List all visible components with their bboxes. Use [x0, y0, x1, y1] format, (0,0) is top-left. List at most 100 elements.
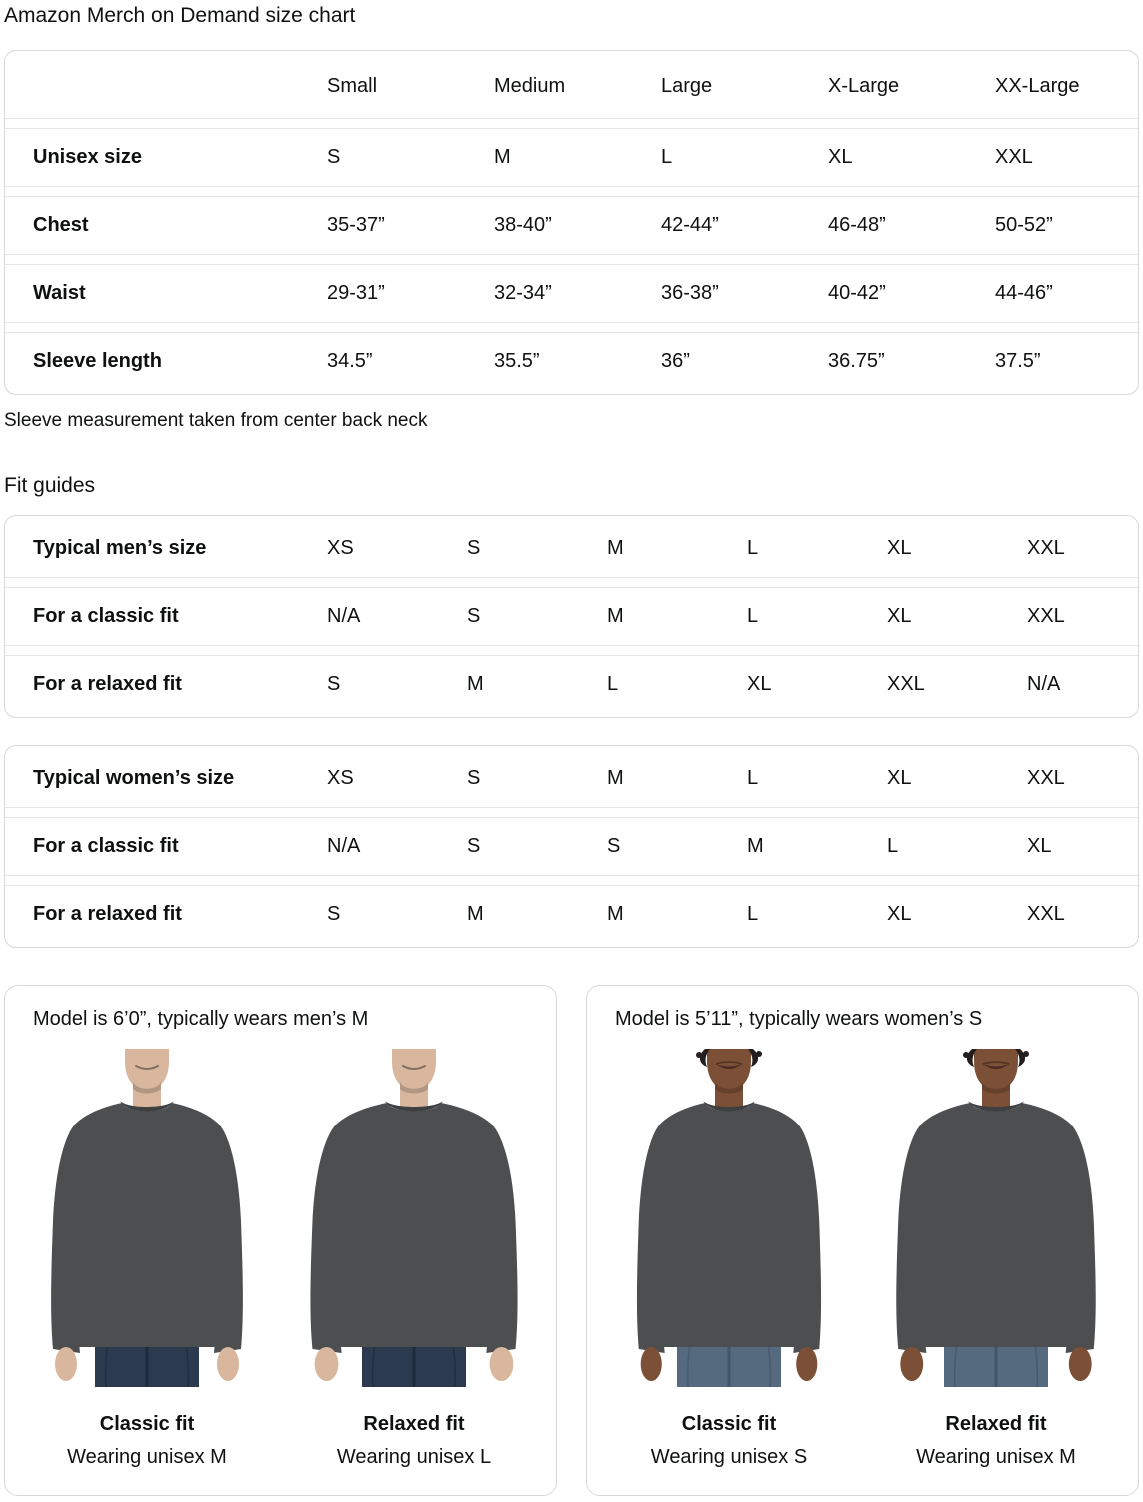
cell-value: M: [747, 835, 764, 857]
mens-fit-guide-table: Typical men’s size XS S M L XL XXL For a classi…: [4, 515, 1139, 718]
cell-value: 36”: [661, 350, 690, 372]
column-header: Medium: [494, 75, 566, 97]
model-photo-relaxed: Relaxed fit Wearing unisex M: [882, 1049, 1110, 1469]
cell-value: XL: [828, 146, 853, 168]
cell-value: XS: [327, 537, 354, 559]
cell-value: S: [327, 903, 341, 925]
model-photo-classic: Classic fit Wearing unisex M: [33, 1049, 261, 1469]
fit-label: Classic fit: [681, 1413, 777, 1435]
model-photo-image: [300, 1049, 528, 1387]
womens-model-card: Model is 5’11”, typically wears women’s …: [586, 985, 1139, 1496]
cell-value: XL: [1027, 835, 1052, 857]
model-card-title: Model is 5’11”, typically wears women’s …: [615, 1008, 983, 1030]
cell-value: L: [887, 835, 899, 857]
cell-value: S: [467, 835, 481, 857]
cell-value: 50-52”: [995, 214, 1053, 236]
cell-value: S: [327, 673, 341, 695]
model-photo-image: [615, 1049, 843, 1387]
cell-value: XXL: [1027, 605, 1065, 627]
cell-value: L: [661, 146, 673, 168]
fit-label: Relaxed fit: [945, 1413, 1047, 1435]
cell-value: XL: [887, 767, 912, 789]
cell-value: 40-42”: [828, 282, 886, 304]
row-label: Chest: [33, 214, 89, 236]
cell-value: XXL: [1027, 767, 1065, 789]
table-header-row: Small Medium Large X-Large XX-Large: [5, 55, 1138, 119]
table-row: Typical women’s size XS S M L XL XXL: [5, 750, 1138, 808]
page-title: Amazon Merch on Demand size chart: [4, 4, 356, 27]
cell-value: XS: [327, 767, 354, 789]
cell-value: N/A: [1027, 673, 1061, 695]
model-photo-relaxed: Relaxed fit Wearing unisex L: [300, 1049, 528, 1469]
cell-value: M: [494, 146, 511, 168]
cell-value: 46-48”: [828, 214, 886, 236]
cell-value: L: [747, 605, 759, 627]
photo-caption: Wearing unisex L: [336, 1446, 492, 1468]
cell-value: S: [467, 537, 481, 559]
row-label: For a relaxed fit: [33, 673, 182, 695]
row-label: Sleeve length: [33, 350, 162, 372]
cell-value: S: [467, 605, 481, 627]
cell-value: 34.5”: [327, 350, 373, 372]
cell-value: 36.75”: [828, 350, 885, 372]
column-header: Small: [327, 75, 378, 97]
cell-value: XXL: [1027, 537, 1065, 559]
cell-value: XXL: [995, 146, 1033, 168]
womens-fit-guide-table: Typical women’s size XS S M L XL XXL For a clas…: [4, 745, 1139, 948]
cell-value: XL: [887, 605, 912, 627]
table-row: Typical men’s size XS S M L XL XXL: [5, 520, 1138, 578]
fit-label: Classic fit: [99, 1413, 195, 1435]
table-row: For a relaxed fit S M M L XL XXL: [5, 885, 1138, 943]
cell-value: 32-34”: [494, 282, 552, 304]
model-photo-classic: Classic fit Wearing unisex S: [615, 1049, 843, 1469]
unisex-size-table: Small Medium Large X-Large XX-Large Unisex si…: [4, 50, 1139, 395]
mens-model-card: Model is 6’0”, typically wears men’s M C…: [4, 985, 557, 1496]
cell-value: L: [607, 673, 619, 695]
model-photos: Classic fit Wearing unisex M Relaxed fit…: [5, 1049, 556, 1469]
row-label: Waist: [33, 282, 86, 304]
cell-value: L: [747, 537, 759, 559]
fit-label: Relaxed fit: [363, 1413, 465, 1435]
cell-value: 44-46”: [995, 282, 1053, 304]
model-photos: Classic fit Wearing unisex S Relaxed fit…: [587, 1049, 1138, 1469]
cell-value: XL: [887, 903, 912, 925]
cell-value: M: [607, 605, 624, 627]
column-header: Large: [661, 75, 713, 97]
column-header: X-Large: [828, 75, 900, 97]
sleeve-measurement-note: Sleeve measurement taken from center bac…: [4, 410, 428, 431]
row-label: For a classic fit: [33, 605, 179, 627]
cell-value: 38-40”: [494, 214, 552, 236]
photo-caption: Wearing unisex M: [67, 1446, 227, 1468]
photo-caption: Wearing unisex S: [650, 1446, 808, 1468]
model-cards: Model is 6’0”, typically wears men’s M C…: [4, 985, 1139, 1496]
row-label: Typical men’s size: [33, 537, 207, 559]
cell-value: N/A: [327, 835, 361, 857]
cell-value: 37.5”: [995, 350, 1041, 372]
fit-guides-heading: Fit guides: [4, 474, 96, 497]
cell-value: 29-31”: [327, 282, 385, 304]
cell-value: M: [467, 903, 484, 925]
cell-value: S: [467, 767, 481, 789]
model-card-title: Model is 6’0”, typically wears men’s M: [33, 1008, 369, 1030]
row-label: Typical women’s size: [33, 767, 235, 789]
model-photo-image: [882, 1049, 1110, 1387]
cell-value: XXL: [887, 673, 925, 695]
cell-value: 35.5”: [494, 350, 540, 372]
cell-value: M: [607, 537, 624, 559]
row-label: For a relaxed fit: [33, 903, 182, 925]
table-row: Unisex size S M L XL XXL: [5, 128, 1138, 187]
cell-value: L: [747, 903, 759, 925]
table-row: Sleeve length 34.5” 35.5” 36” 36.75” 37.5”: [5, 332, 1138, 390]
table-row: For a classic fit N/A S M L XL XXL: [5, 587, 1138, 646]
cell-value: XXL: [1027, 903, 1065, 925]
row-label: For a classic fit: [33, 835, 179, 857]
cell-value: XL: [747, 673, 772, 695]
cell-value: S: [607, 835, 621, 857]
cell-value: 42-44”: [661, 214, 719, 236]
cell-value: L: [747, 767, 759, 789]
cell-value: N/A: [327, 605, 361, 627]
model-photo-image: [33, 1049, 261, 1387]
row-label: Unisex size: [33, 146, 142, 168]
cell-value: 35-37”: [327, 214, 385, 236]
